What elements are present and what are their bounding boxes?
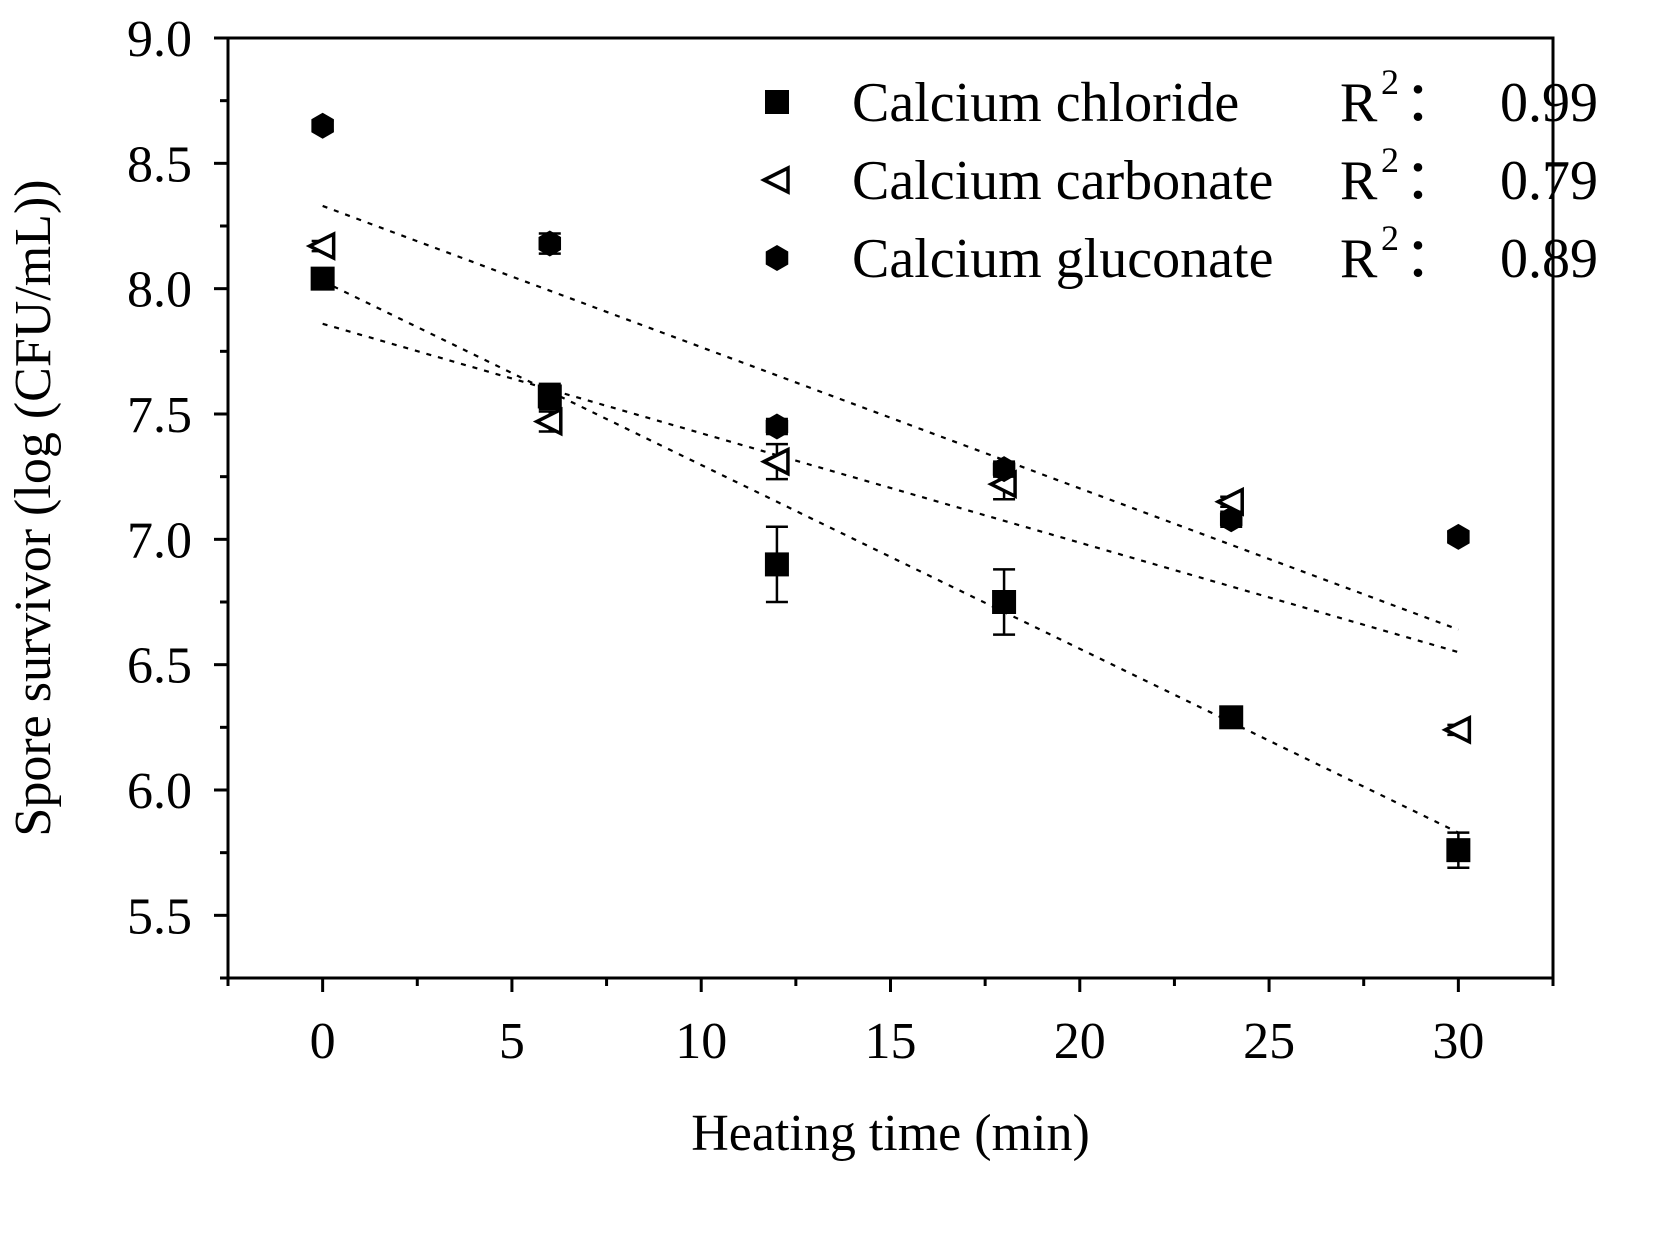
data-points [305, 112, 1472, 869]
x-tick-label: 5 [499, 1013, 525, 1070]
y-ticks: 5.5 6.0 6.5 7.0 7.5 8.0 8.5 9.0 [127, 11, 228, 980]
y-tick-label: 8.0 [127, 262, 192, 319]
point-calcium-chloride [1219, 705, 1244, 730]
point-calcium-gluconate [1219, 506, 1243, 533]
legend-label-calcium-chloride: Calcium chloride [852, 72, 1239, 134]
y-tick-label: 9.0 [127, 11, 192, 68]
x-tick-label: 15 [865, 1013, 917, 1070]
y-axis-title: Spore survivor (log (CFU/mL)) [5, 179, 62, 836]
x-tick-label: 0 [310, 1013, 336, 1070]
point-calcium-carbonate [532, 406, 563, 437]
legend-marker-calcium-gluconate [765, 245, 789, 271]
y-tick-label: 7.5 [127, 387, 192, 444]
point-calcium-carbonate [1441, 715, 1472, 745]
x-tick-label: 10 [675, 1013, 727, 1070]
legend-r2-label: R [1340, 150, 1378, 212]
legend-r2-exponent: 2 [1381, 140, 1399, 180]
y-tick-label: 7.0 [127, 512, 192, 569]
point-calcium-chloride [992, 590, 1017, 614]
point-calcium-chloride [764, 552, 789, 577]
legend-r2-separator: ： [1404, 72, 1460, 134]
point-calcium-gluconate [1447, 523, 1470, 550]
legend-marker-calcium-carbonate [760, 165, 790, 195]
legend-label-calcium-carbonate: Calcium carbonate [852, 150, 1273, 212]
y-tick-label: 5.5 [127, 888, 192, 945]
point-calcium-carbonate [760, 446, 790, 477]
y-tick-label: 6.0 [127, 763, 192, 820]
point-calcium-gluconate [311, 112, 334, 139]
legend-r2-label: R [1340, 72, 1378, 134]
legend-r2-exponent: 2 [1381, 62, 1399, 102]
point-calcium-chloride [1446, 838, 1471, 863]
point-calcium-chloride [310, 266, 335, 291]
legend-r2-value-calcium-carbonate: 0.79 [1500, 150, 1598, 212]
fit-lines [322, 204, 1459, 834]
x-axis-title: Heating time (min) [691, 1105, 1090, 1162]
point-calcium-gluconate [992, 456, 1016, 483]
legend-r2-exponent: 2 [1381, 218, 1399, 258]
legend-r2-label: R [1340, 228, 1378, 290]
legend-r2-value-calcium-gluconate: 0.89 [1500, 228, 1598, 290]
legend-r2-value-calcium-chloride: 0.99 [1500, 72, 1598, 134]
point-calcium-gluconate [765, 413, 789, 440]
x-tick-label: 30 [1432, 1013, 1484, 1070]
legend-r2-separator: ： [1404, 150, 1460, 212]
point-calcium-chloride [537, 384, 562, 409]
y-tick-label: 8.5 [127, 136, 192, 193]
legend-label-calcium-gluconate: Calcium gluconate [852, 228, 1273, 290]
legend-marker-calcium-chloride [765, 90, 789, 114]
x-ticks: 0 5 10 15 20 25 30 [226, 978, 1555, 1070]
point-calcium-gluconate [538, 230, 562, 257]
fit-line-calcium-carbonate [322, 322, 1459, 654]
x-tick-label: 25 [1243, 1013, 1295, 1070]
fit-line-calcium-gluconate [322, 204, 1459, 631]
legend-r2-separator: ： [1404, 228, 1460, 290]
x-tick-label: 20 [1054, 1013, 1106, 1070]
y-tick-label: 6.5 [127, 638, 192, 695]
point-calcium-carbonate [305, 231, 336, 261]
